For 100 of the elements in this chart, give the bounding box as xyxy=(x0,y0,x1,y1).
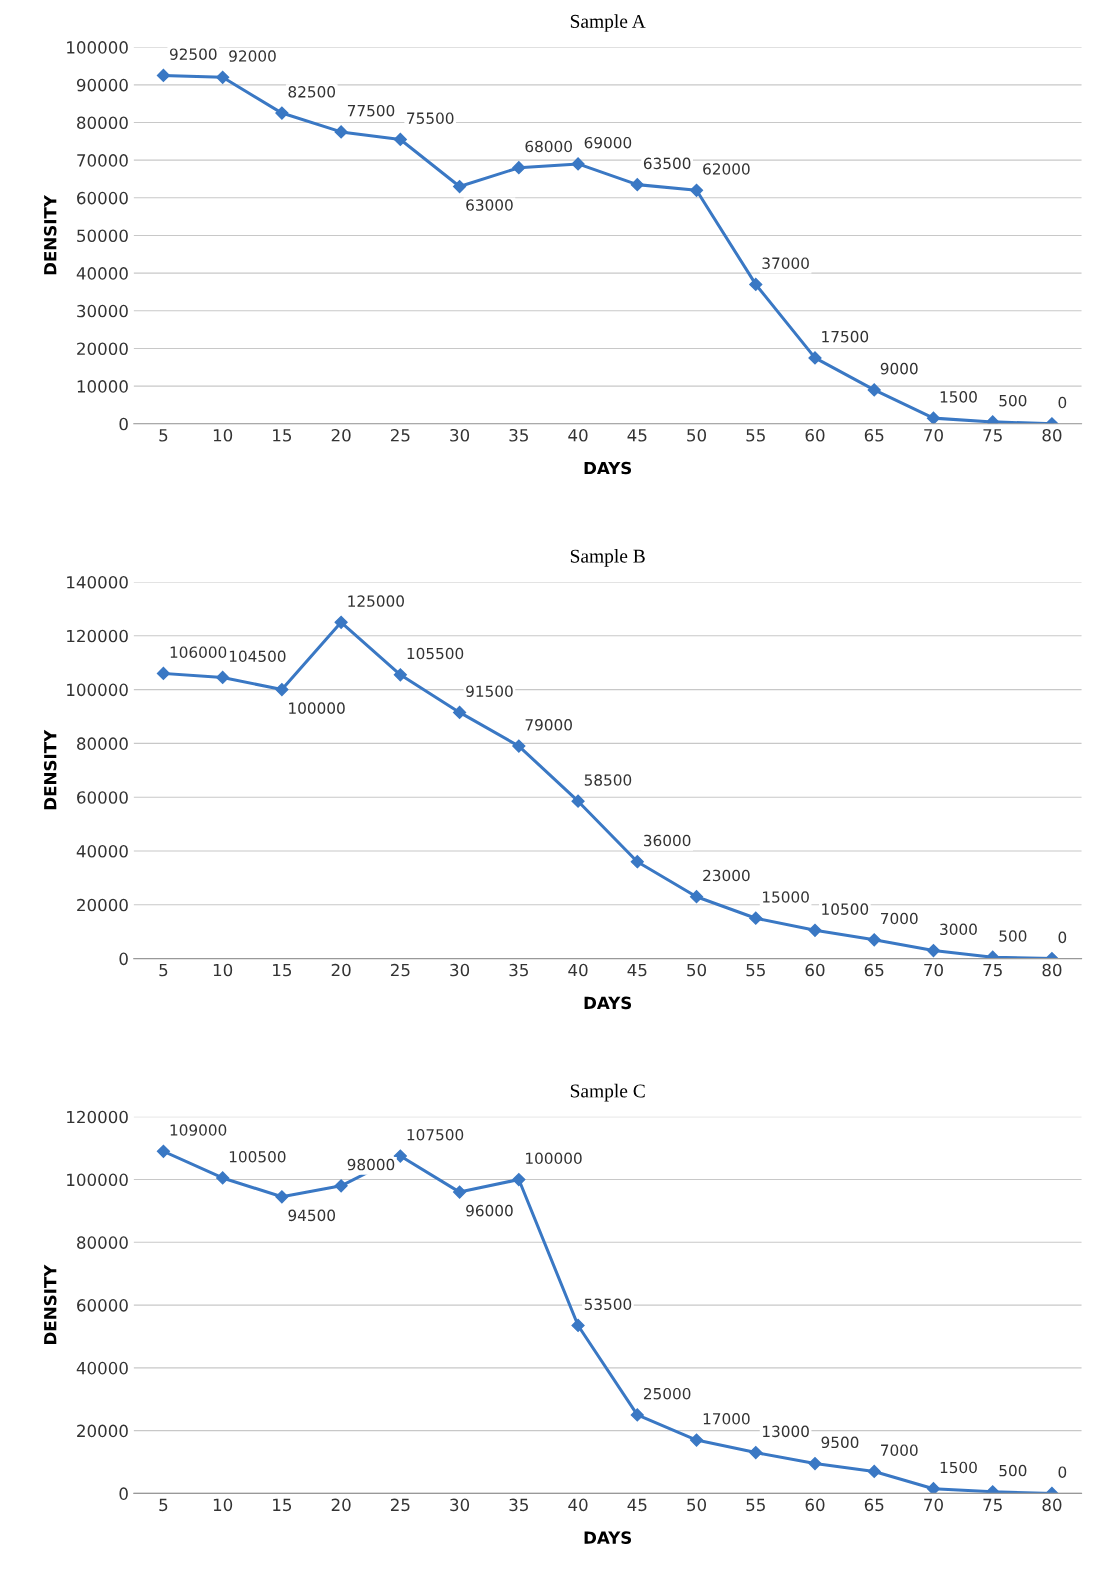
x-tick-label: 40 xyxy=(568,1498,588,1512)
data-label: 69000 xyxy=(584,136,632,149)
x-tick-label: 45 xyxy=(627,429,647,442)
x-tick-label: 25 xyxy=(390,963,410,977)
data-label: 107500 xyxy=(407,1128,464,1141)
data-label: 15000 xyxy=(762,891,809,903)
point xyxy=(334,125,348,139)
x-tick-label: 5 xyxy=(159,1498,168,1512)
x-tick-label: 65 xyxy=(864,963,884,977)
y-tick-label: 90000 xyxy=(76,78,128,92)
data-label: 125000 xyxy=(348,595,404,607)
y-tick-label: 80000 xyxy=(77,737,128,750)
point xyxy=(275,1190,289,1204)
y-axis-title: DENSITY xyxy=(43,194,57,275)
x-tick-label: 70 xyxy=(924,428,943,442)
data-label: 53500 xyxy=(584,1298,632,1311)
y-tick-label: 100000 xyxy=(67,1173,128,1187)
y-tick-label: 60000 xyxy=(77,1299,128,1312)
y-tick-label: 0 xyxy=(119,1487,128,1500)
data-label: 62000 xyxy=(703,163,750,175)
point xyxy=(512,1172,526,1187)
x-tick-label: 50 xyxy=(687,428,707,442)
x-tick-label: 80 xyxy=(1042,428,1062,442)
data-label: 75500 xyxy=(407,112,454,124)
y-tick-label: 50000 xyxy=(77,229,128,243)
y-tick-label: 20000 xyxy=(77,342,128,356)
point xyxy=(630,855,644,869)
data-label: 77500 xyxy=(347,104,395,117)
x-tick-label: 45 xyxy=(627,963,647,977)
y-tick-label: 20000 xyxy=(77,1424,128,1438)
point xyxy=(749,911,763,925)
point xyxy=(571,794,585,808)
x-axis-title: DAYS xyxy=(584,461,632,475)
x-tick-label: 5 xyxy=(159,429,168,442)
x-axis-title: DAYS xyxy=(584,1531,632,1544)
point xyxy=(808,923,822,937)
x-tick-label: 80 xyxy=(1042,1498,1062,1512)
x-tick-label: 20 xyxy=(331,963,351,977)
data-label: 100500 xyxy=(229,1150,286,1163)
x-tick-label: 75 xyxy=(983,1498,1002,1512)
point xyxy=(808,351,822,365)
point xyxy=(867,1464,881,1479)
y-tick-label: 80000 xyxy=(77,1236,128,1249)
data-label: 500 xyxy=(999,930,1027,942)
x-tick-label: 10 xyxy=(213,963,233,977)
data-label: 17500 xyxy=(822,330,869,343)
data-label: 0 xyxy=(1058,931,1067,944)
y-tick-label: 20000 xyxy=(77,898,128,912)
x-tick-label: 65 xyxy=(864,428,884,442)
x-tick-label: 40 xyxy=(568,963,588,977)
data-label: 500 xyxy=(999,1464,1027,1477)
chart-title: Sample B xyxy=(570,549,645,567)
x-tick-label: 35 xyxy=(509,428,528,442)
x-tick-label: 60 xyxy=(805,963,825,977)
y-tick-label: 60000 xyxy=(77,791,128,804)
data-label: 23000 xyxy=(703,869,750,882)
x-tick-label: 30 xyxy=(450,963,470,977)
point xyxy=(630,178,644,192)
x-tick-label: 75 xyxy=(983,963,1002,977)
point xyxy=(453,705,467,720)
data-label: 94500 xyxy=(288,1209,336,1222)
data-label: 100000 xyxy=(289,702,345,714)
point xyxy=(571,1318,585,1333)
x-tick-label: 45 xyxy=(627,1498,647,1512)
x-tick-label: 60 xyxy=(805,1498,825,1512)
data-label: 92500 xyxy=(169,48,217,60)
x-tick-label: 55 xyxy=(746,963,765,977)
data-label: 0 xyxy=(1058,396,1067,409)
y-tick-label: 40000 xyxy=(76,1361,128,1375)
y-tick-label: 0 xyxy=(119,417,128,431)
data-label: 98000 xyxy=(347,1158,395,1171)
data-label: 96000 xyxy=(466,1204,513,1217)
y-tick-label: 80000 xyxy=(77,116,128,130)
data-label: 7000 xyxy=(881,912,918,925)
data-label: 36000 xyxy=(644,834,691,847)
point xyxy=(512,161,526,175)
data-label: 500 xyxy=(999,394,1027,407)
y-axis-title: DENSITY xyxy=(43,729,57,810)
x-tick-label: 70 xyxy=(924,1498,943,1512)
chart-title: Sample C xyxy=(570,1083,645,1102)
point xyxy=(334,1179,348,1193)
y-tick-label: 100000 xyxy=(67,683,128,697)
data-label: 105500 xyxy=(407,647,464,660)
point xyxy=(926,1482,941,1494)
x-tick-label: 10 xyxy=(213,1498,233,1512)
x-tick-label: 10 xyxy=(213,428,233,442)
point xyxy=(393,132,407,147)
point xyxy=(393,668,407,682)
data-label: 79000 xyxy=(525,719,572,731)
data-label: 9500 xyxy=(821,1436,859,1449)
y-tick-label: 70000 xyxy=(77,154,128,167)
point xyxy=(571,157,585,171)
data-label: 7000 xyxy=(881,1444,918,1456)
x-tick-label: 50 xyxy=(687,963,707,977)
x-tick-label: 55 xyxy=(746,429,765,442)
data-label: 1500 xyxy=(940,391,977,403)
x-tick-label: 15 xyxy=(273,429,292,442)
x-tick-label: 25 xyxy=(390,428,410,442)
point xyxy=(749,1446,763,1460)
point xyxy=(512,739,526,753)
